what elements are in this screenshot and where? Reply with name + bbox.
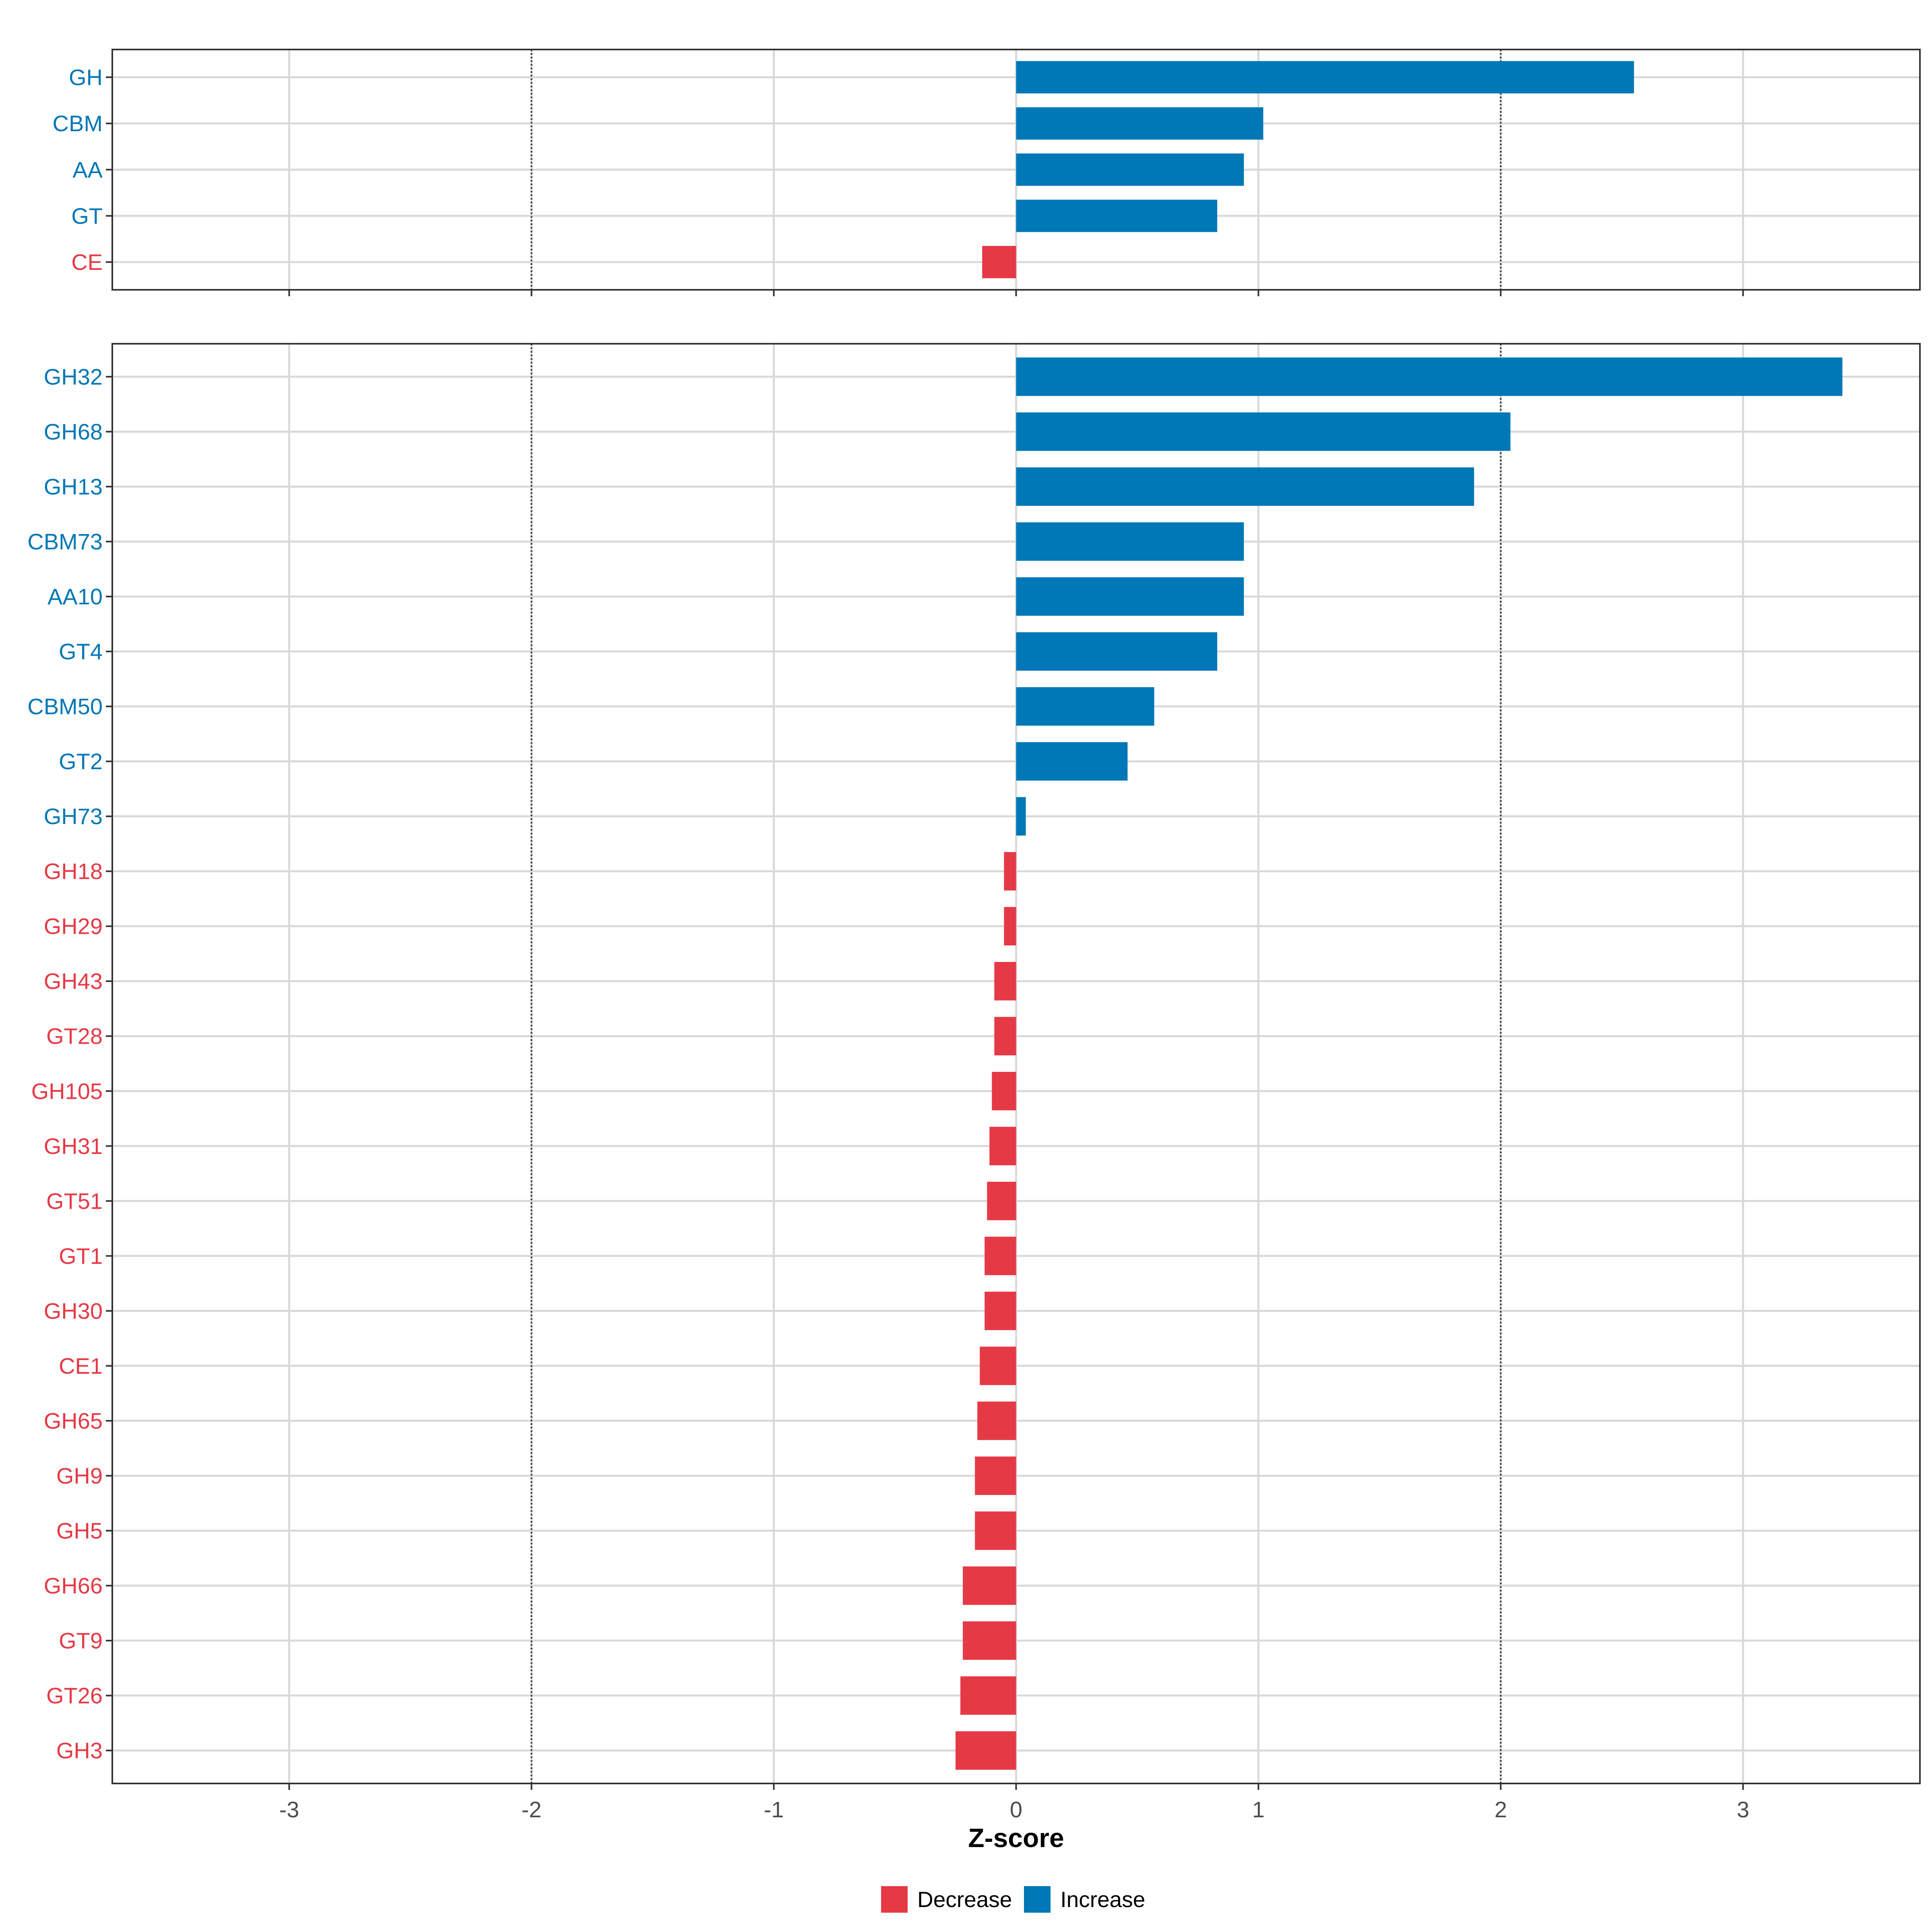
y-tick-label-aa10: AA10 [47,584,103,609]
bar-aa [1016,153,1244,186]
y-tick-label-gh29: GH29 [44,914,103,939]
bar-gh105 [992,1071,1016,1110]
y-tick-label-gt: GT [71,203,103,229]
y-tick-label-gh65: GH65 [44,1408,103,1433]
bar-gh32 [1016,357,1843,396]
bar-gh66 [963,1566,1016,1605]
x-tick-label: -3 [279,1797,299,1822]
y-tick-label-gh18: GH18 [44,859,103,884]
y-tick-label-ce1: CE1 [59,1353,103,1379]
y-tick-label-gh30: GH30 [44,1298,103,1323]
bar-gh [1016,61,1634,94]
bar-gt28 [994,1017,1016,1056]
y-tick-label-gh105: GH105 [31,1078,103,1104]
x-tick-label: 1 [1252,1797,1265,1822]
legend-item-decrease: Decrease [881,1886,1024,1913]
legend-label-increase: Increase [1060,1887,1146,1912]
bar-cbm73 [1016,522,1244,561]
panel-bottom: GH32 GH68 GH13 CBM73 AA10 GT4 CBM50 GT2 GH73 GH18… [27,343,1921,1790]
bar-cbm50 [1016,687,1154,726]
x-tick-label: -1 [764,1797,784,1822]
bar-gh68 [1016,412,1511,451]
bar-gt9 [963,1621,1016,1660]
y-tick-label-ce: CE [71,250,103,275]
bar-aa10 [1016,577,1244,616]
y-tick-label-gh: GH [69,64,103,90]
bar-gh73 [1016,797,1026,836]
legend-key-increase [1024,1886,1051,1913]
bar-gh9 [975,1456,1016,1495]
bar-gt51 [987,1182,1016,1220]
x-axis: -3 -2 -1 0 1 2 3 Z-score [279,1797,1750,1853]
y-tick-label-gh73: GH73 [44,804,103,829]
bar-gh30 [985,1292,1016,1330]
y-tick-label-gt26: GT26 [46,1683,103,1708]
y-tick-label-gh3: GH3 [56,1738,103,1763]
legend-key-decrease [881,1886,908,1913]
bar-gt4 [1016,632,1218,671]
y-tick-label-cbm: CBM [53,111,103,136]
y-tick-label-gt4: GT4 [59,639,103,664]
bar-gh43 [994,962,1016,1001]
legend-label-decrease: Decrease [917,1887,1012,1912]
bar-gh3 [955,1731,1016,1770]
y-tick-label-gh31: GH31 [44,1133,103,1159]
y-tick-label-gh66: GH66 [44,1573,103,1598]
y-tick-label-gh32: GH32 [44,364,103,389]
bar-ce1 [980,1346,1016,1385]
legend-item-increase: Increase [1024,1886,1157,1913]
bar-gh29 [1004,907,1016,945]
panel-top: GH CBM AA GT CE [53,49,1921,296]
bar-gt2 [1016,742,1128,781]
bar-cbm [1016,107,1263,140]
y-tick-label-gh43: GH43 [44,968,103,994]
bar-gh18 [1004,852,1016,891]
y-tick-label-gt1: GT1 [59,1243,103,1269]
bar-gt [1016,200,1218,232]
bar-ce [982,246,1016,279]
y-tick-label-gh13: GH13 [44,474,103,499]
y-tick-label-gt2: GT2 [59,749,103,774]
bar-gt1 [985,1236,1016,1276]
y-tick-label-aa: AA [72,157,103,182]
y-tick-label-gh68: GH68 [44,419,103,444]
x-axis-title: Z-score [968,1823,1064,1853]
x-tick-label: -2 [522,1797,542,1822]
legend: Decrease Increase [881,1885,1157,1913]
x-tick-label: 3 [1737,1797,1749,1822]
y-tick-label-gh9: GH9 [56,1463,103,1488]
y-tick-label-cbm73: CBM73 [27,529,103,554]
bar-gt26 [960,1676,1016,1715]
y-tick-label-gt28: GT28 [46,1024,103,1049]
y-tick-label-cbm50: CBM50 [27,694,103,719]
y-tick-label-gt51: GT51 [46,1188,103,1214]
bar-gh65 [977,1402,1016,1440]
y-tick-label-gt9: GT9 [59,1628,103,1653]
bar-gh13 [1016,467,1474,506]
x-tick-label: 0 [1010,1797,1022,1822]
x-tick-label: 2 [1494,1797,1507,1822]
y-tick-label-gh5: GH5 [56,1518,103,1543]
bar-gh5 [975,1511,1016,1550]
bar-gh31 [989,1127,1016,1166]
